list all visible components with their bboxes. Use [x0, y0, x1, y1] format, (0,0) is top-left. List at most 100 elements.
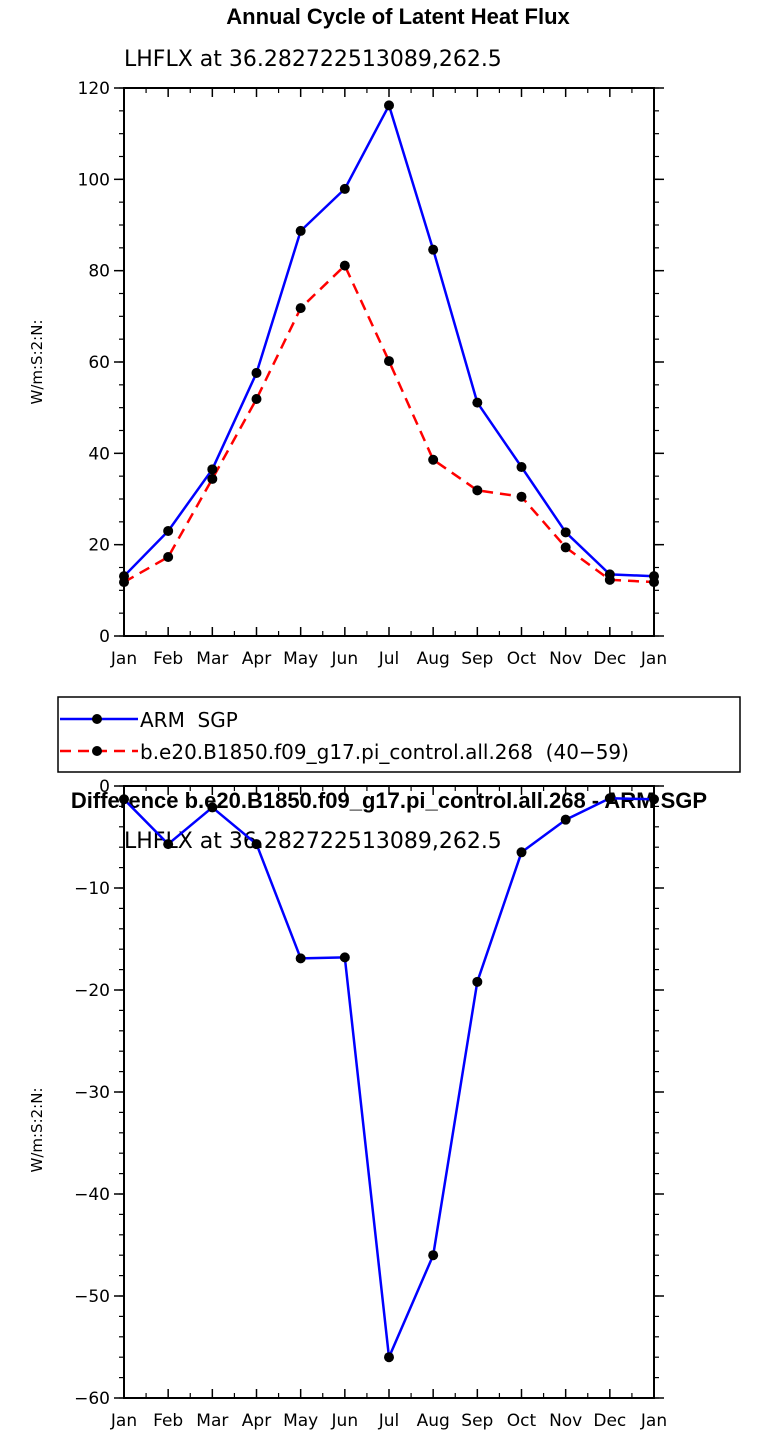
axis-ticks — [114, 87, 664, 637]
data-point — [604, 793, 615, 804]
y-tick-label: 100 — [78, 170, 110, 190]
x-tick-label: Feb — [153, 1411, 183, 1431]
data-point — [560, 542, 571, 553]
x-tick-label: Jun — [331, 649, 359, 669]
x-tick-label: Dec — [593, 649, 626, 669]
data-point — [649, 794, 659, 805]
y-tick-label: −20 — [74, 981, 110, 1001]
axis-ticks — [114, 785, 664, 1399]
y-tick-label: −30 — [74, 1083, 110, 1103]
data-point — [472, 976, 483, 987]
x-tick-label: Nov — [549, 649, 582, 669]
x-tick-label: Jan — [110, 1411, 137, 1431]
chart-subtitle: LHFLX at 36.282722513089,262.5 — [124, 829, 502, 854]
data-point — [428, 244, 439, 255]
data-point — [560, 527, 571, 538]
y-tick-label: 80 — [88, 262, 110, 282]
y-tick-label: −50 — [74, 1287, 110, 1307]
x-tick-label: Oct — [507, 1411, 537, 1431]
series-line-1 — [123, 104, 655, 578]
x-tick-label: Mar — [196, 1411, 228, 1431]
data-point — [251, 839, 262, 850]
chart-annual-cycle: Annual Cycle of Latent Heat Flux LHFLX a… — [28, 4, 667, 669]
y-tick-label: −40 — [74, 1185, 110, 1205]
x-tick-label: Aug — [417, 649, 450, 669]
data-point — [163, 551, 174, 562]
chart-title: Annual Cycle of Latent Heat Flux — [226, 4, 570, 29]
x-tick-label: Sep — [461, 1411, 493, 1431]
data-point — [384, 356, 394, 367]
x-tick-label: Apr — [242, 1411, 271, 1431]
data-point — [119, 794, 129, 805]
y-axis-label: W/m:S:2:N: — [28, 1088, 46, 1173]
legend-marker-model — [92, 746, 102, 756]
x-tick-label: Jul — [378, 1411, 400, 1431]
x-tick-label: Jun — [331, 1411, 359, 1431]
x-tick-label: May — [283, 1411, 318, 1431]
data-point — [428, 1250, 439, 1261]
series-line-1 — [123, 796, 655, 1359]
legend-label-model: b.e20.B1850.f09_g17.pi_control.all.268 (… — [140, 740, 629, 764]
data-point — [163, 839, 174, 850]
data-point — [119, 577, 129, 588]
x-tick-label: Feb — [153, 649, 183, 669]
data-point — [384, 1352, 394, 1363]
y-tick-label: −60 — [74, 1389, 110, 1409]
data-point — [384, 100, 394, 111]
data-markers — [119, 100, 659, 588]
y-tick-label: 0 — [99, 627, 110, 647]
x-tick-label: Apr — [242, 649, 271, 669]
x-tick-label: May — [283, 649, 318, 669]
tick-labels: Jan Feb Mar Apr May Jun Jul Aug Sep Oct Nov Dec Jan0… — [78, 79, 668, 669]
x-tick-label: Jul — [378, 649, 400, 669]
data-point — [560, 814, 571, 825]
data-point — [207, 473, 218, 484]
data-point — [649, 577, 659, 588]
x-tick-label: Jan — [640, 649, 667, 669]
data-point — [295, 225, 306, 236]
data-point — [251, 393, 262, 404]
y-tick-label: 40 — [88, 444, 110, 464]
x-tick-label: Nov — [549, 1411, 582, 1431]
legend-marker-arm-sgp — [92, 714, 102, 724]
series-line-2 — [123, 264, 655, 584]
y-tick-label: 120 — [78, 79, 110, 99]
series-lines — [123, 796, 655, 1359]
data-point — [604, 574, 615, 585]
data-markers — [119, 793, 659, 1363]
data-point — [472, 485, 483, 496]
y-tick-label: −10 — [74, 879, 110, 899]
data-point — [339, 260, 350, 271]
legend-label-arm-sgp: ARM SGP — [140, 708, 238, 732]
data-point — [207, 802, 218, 813]
legend: ARM SGP b.e20.B1850.f09_g17.pi_control.a… — [57, 696, 741, 773]
data-point — [339, 183, 350, 194]
chart-difference: Difference b.e20.B1850.f09_g17.pi_contro… — [28, 777, 707, 1431]
y-axis-label: W/m:S:2:N: — [28, 320, 46, 405]
y-tick-label: 60 — [88, 353, 110, 373]
data-point — [428, 454, 439, 465]
y-tick-label: 0 — [99, 777, 110, 797]
data-point — [295, 953, 306, 964]
data-point — [251, 367, 262, 378]
series-lines — [123, 104, 655, 584]
plot-frame — [123, 785, 655, 1399]
data-point — [472, 397, 483, 408]
data-point — [516, 847, 527, 858]
chart-subtitle: LHFLX at 36.282722513089,262.5 — [124, 47, 502, 72]
y-tick-label: 20 — [88, 536, 110, 556]
tick-labels: Jan Feb Mar Apr May Jun Jul Aug Sep Oct Nov Dec Jan 0… — [74, 777, 667, 1431]
x-tick-label: Jan — [110, 649, 137, 669]
data-point — [295, 303, 306, 314]
x-tick-label: Aug — [417, 1411, 450, 1431]
data-point — [163, 525, 174, 536]
x-tick-label: Sep — [461, 649, 493, 669]
data-point — [516, 491, 527, 502]
x-tick-label: Dec — [593, 1411, 626, 1431]
data-point — [516, 462, 527, 473]
x-tick-label: Jan — [640, 1411, 667, 1431]
x-tick-label: Oct — [507, 649, 537, 669]
legend-box — [57, 696, 741, 773]
data-point — [339, 952, 350, 963]
